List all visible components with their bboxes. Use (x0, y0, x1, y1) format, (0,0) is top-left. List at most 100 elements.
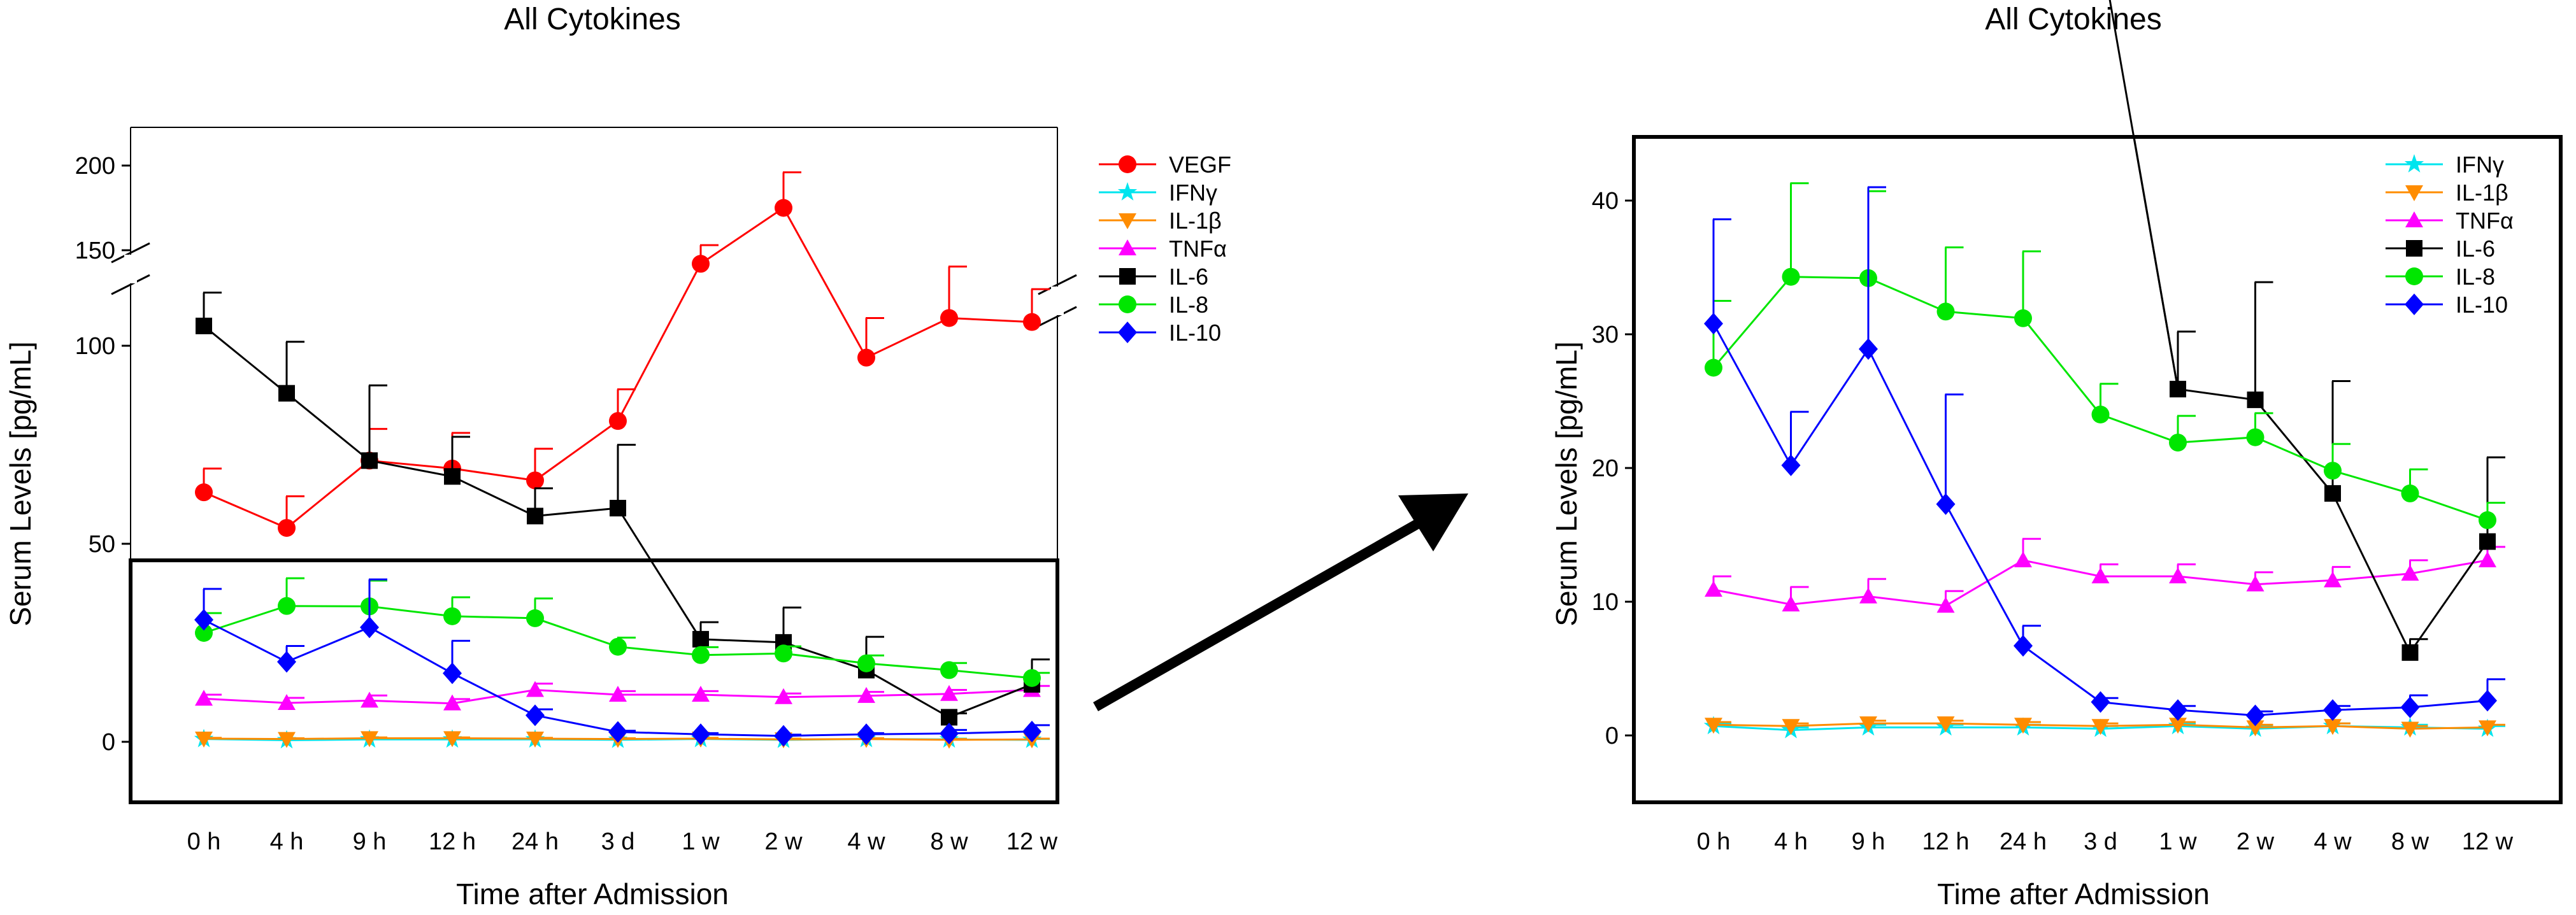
series-il-6 (2108, 0, 2505, 661)
x-tick-label-12-w: 12 w (1006, 828, 1058, 855)
y-tick-label-150: 150 (75, 238, 115, 264)
data-point-il-1 (361, 731, 378, 748)
data-point-il-8 (2246, 428, 2265, 446)
legend-label-il-10: IL-10 (2456, 292, 2508, 318)
y-tick-label-30: 30 (1592, 322, 1619, 348)
data-point-il-1 (2324, 719, 2342, 735)
data-point-il-10 (2014, 635, 2033, 657)
legend-item-il-1: IL-1β (2386, 180, 2508, 206)
x-tick-label-1-w: 1 w (2159, 828, 2197, 855)
error-bar (2486, 456, 2505, 542)
legend-label-tnf: TNFα (2456, 208, 2514, 234)
data-point-tnf (940, 684, 958, 701)
series-line-il-6-offscale (2133, 136, 2179, 390)
data-point-il-8 (1936, 302, 1955, 321)
y-axis-break-gap-right (1051, 287, 1064, 315)
data-point-il-10 (526, 704, 545, 727)
legend-marker-il-1 (1119, 213, 1136, 229)
data-point-il-8 (940, 661, 958, 679)
left-zoom-frame (129, 558, 1059, 804)
data-point-tnf (2479, 551, 2496, 567)
left-y-axis-label: Serum Levels [pg/mL] (4, 341, 37, 626)
legend-label-il-1: IL-1β (1169, 208, 1222, 234)
series-line-il-6 (2108, 0, 2489, 655)
series-il-8 (1705, 182, 2505, 529)
data-point-tnf (2324, 571, 2342, 588)
y-tick-label-200: 200 (75, 153, 115, 180)
data-point-il-1 (1705, 718, 1722, 734)
series-il-10 (194, 578, 1050, 747)
legend-item-il-1: IL-1β (1099, 208, 1222, 234)
data-point-tnf (2014, 551, 2032, 567)
series-il-10 (1704, 186, 2505, 727)
right-chart-title: All Cytokines (1985, 3, 2161, 36)
data-point-il-6 (444, 468, 461, 485)
error-bar (2022, 250, 2041, 318)
legend-item-il-10: IL-10 (2386, 292, 2508, 318)
y-axis-break-gap-left (124, 255, 137, 283)
data-point-il-1 (1859, 716, 1877, 733)
error-bar (285, 341, 304, 394)
legend-label-vegf: VEGF (1169, 152, 1231, 178)
data-point-il-10 (2478, 690, 2497, 712)
y-tick-label-40: 40 (1592, 188, 1619, 215)
data-point-il-10 (1781, 454, 1801, 476)
error-bar (1790, 182, 1809, 277)
data-point-tnf (278, 694, 296, 711)
right-x-axis-label: Time after Admission (1937, 877, 2210, 911)
data-point-vegf (1023, 313, 1041, 331)
data-point-il-6 (2324, 485, 2341, 502)
data-point-tnf (1705, 581, 1722, 597)
data-point-il-1 (443, 731, 461, 748)
data-point-il-6 (2170, 381, 2186, 398)
right-plot-frame (1632, 135, 2563, 804)
data-point-il-8 (2324, 462, 2342, 480)
x-tick-label-8-w: 8 w (2391, 828, 2429, 855)
x-tick-label-2-w: 2 w (764, 828, 803, 855)
x-tick-label-1-w: 1 w (682, 828, 720, 855)
data-point-il-6 (692, 630, 709, 648)
data-point-tnf (692, 685, 710, 702)
x-tick-label-0-h: 0 h (187, 828, 221, 855)
x-tick-label-12-w: 12 w (2462, 828, 2514, 855)
data-point-tnf (857, 686, 875, 703)
data-point-tnf (2246, 575, 2265, 592)
x-tick-label-3-d: 3 d (601, 828, 635, 855)
legend-marker-tnf (1119, 239, 1136, 255)
data-point-il-10 (443, 662, 462, 684)
data-point-tnf (1936, 597, 1955, 613)
error-bar (1945, 394, 1964, 504)
data-point-tnf (609, 685, 627, 702)
data-point-il-10 (940, 722, 959, 744)
error-bar (617, 444, 636, 509)
data-point-il-10 (194, 609, 213, 631)
legend-marker-il-1 (2405, 185, 2423, 201)
data-point-vegf (940, 309, 958, 327)
data-point-tnf (2169, 567, 2187, 584)
series-il-8 (195, 577, 1050, 687)
data-point-il-6 (2401, 644, 2419, 661)
error-bar (368, 384, 387, 461)
legend-item-tnf: TNFα (1099, 236, 1227, 262)
right-plot-area: 0 h 4 h 9 h 12 h 24 h 3 d 1 w 2 w 4 w 8 w 12 w 0 10 2… (1592, 0, 2514, 855)
series-line-il-6 (203, 325, 1033, 719)
legend-marker-il-10 (1118, 322, 1137, 343)
data-point-il-6 (527, 507, 543, 525)
legend-item-vegf: VEGF (1099, 152, 1231, 178)
legend-marker-il-8 (1119, 295, 1136, 313)
data-point-il-8 (1782, 267, 1800, 286)
data-point-il-1 (1782, 719, 1800, 735)
data-point-il-8 (609, 637, 627, 656)
data-point-il-6 (196, 317, 212, 334)
legend-label-il-6: IL-6 (2456, 236, 2495, 262)
data-point-tnf (1859, 587, 1877, 604)
left-plot-area: 0 h 4 h 9 h 12 h 24 h 3 d 1 w 2 w 4 w 8 w 12 w 0 50 1… (75, 153, 1058, 855)
right-y-axis-label: Serum Levels [pg/mL] (1550, 341, 1583, 626)
legend-label-ifn: IFNγ (2456, 152, 2504, 178)
series-tnf (195, 681, 1050, 711)
data-point-il-1 (195, 732, 213, 748)
legend-item-il-8: IL-8 (2386, 264, 2495, 290)
data-point-vegf (692, 255, 710, 273)
legend-label-tnf: TNFα (1169, 236, 1227, 262)
data-point-il-10 (1022, 720, 1041, 742)
